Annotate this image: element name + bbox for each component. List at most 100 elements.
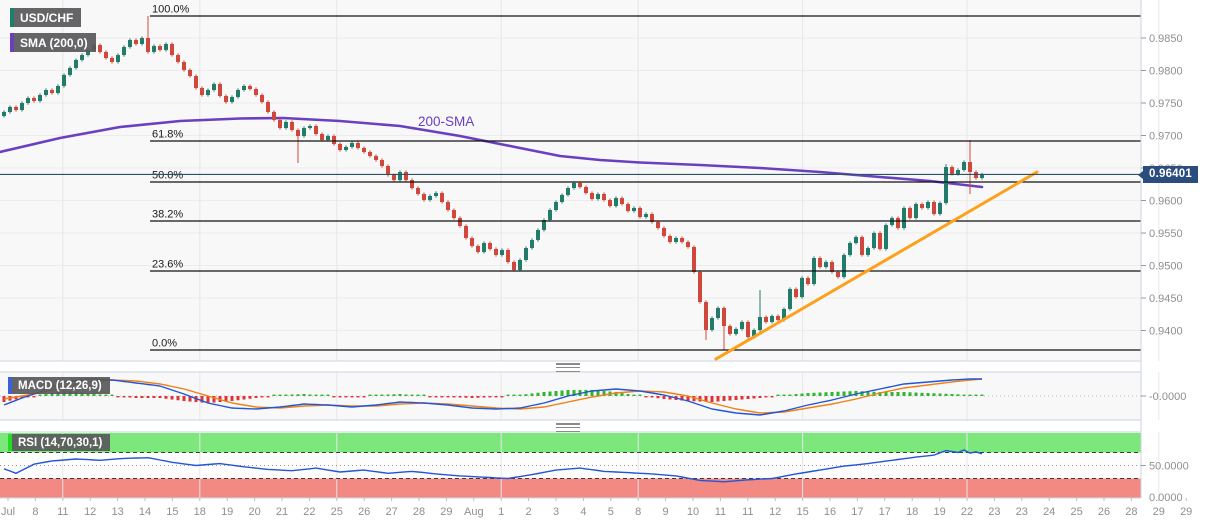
candle-body (14, 106, 18, 111)
candle-body (872, 233, 876, 249)
macd-histogram-bar (866, 391, 870, 396)
macd-histogram-bar (776, 394, 780, 396)
macd-histogram-bar (806, 393, 810, 396)
rsi-line (3, 449, 983, 483)
fib-label: 50.0% (152, 169, 183, 181)
candle-body (932, 201, 936, 215)
macd-histogram-bar (38, 394, 42, 396)
symbol-accent-bar (10, 8, 14, 27)
candle-body (584, 186, 588, 194)
candle-body (596, 194, 600, 200)
candle-body (158, 45, 162, 51)
time-tick-label: 29 (1180, 506, 1192, 518)
macd-histogram-bar (200, 396, 204, 403)
time-tick-label: 12 (769, 506, 781, 518)
macd-histogram-bar (596, 390, 600, 396)
macd-histogram-bar (446, 396, 450, 398)
candle-body (842, 254, 846, 278)
time-axis[interactable]: Jul 8 11 12 13 14 15 18 19 20 21 22 25 26 27 28 29 Aug 1 2 3… (1, 498, 1192, 518)
rsi-legend[interactable]: RSI (14,70,30,1) (8, 434, 111, 451)
time-tick-label: 27 (385, 506, 397, 518)
candle-body (944, 167, 948, 203)
price-tick-label: 0.9800 (1149, 66, 1183, 78)
main-panel-bg (0, 0, 1141, 361)
macd-histogram-bar (116, 396, 120, 398)
time-tick-label: Aug (464, 506, 484, 518)
candle-body (776, 316, 780, 320)
macd-legend[interactable]: MACD (12,26,9) (8, 377, 110, 394)
candle-body (572, 183, 576, 189)
rsi-overbought-zone (0, 433, 1141, 453)
macd-histogram-bar (164, 396, 168, 399)
macd-histogram-bar (560, 390, 564, 396)
macd-panel (0, 378, 1141, 416)
macd-histogram-bar (950, 394, 954, 396)
macd-accent-bar (8, 377, 12, 394)
candle-body (548, 209, 552, 220)
candle-body (176, 55, 180, 62)
candle-body (908, 207, 912, 218)
candle-body (644, 214, 648, 218)
macd-histogram-bar (770, 396, 774, 398)
candle-body (116, 55, 120, 62)
macd-histogram-bar (740, 396, 744, 400)
candle-body (602, 194, 606, 200)
time-tick-label: 15 (166, 506, 178, 518)
candle-body (956, 170, 960, 174)
candle-body (452, 209, 456, 218)
macd-histogram-bar (656, 396, 660, 399)
fib-label: 23.6% (152, 259, 183, 271)
time-tick-label: 11 (57, 506, 68, 518)
macd-histogram-bar (500, 396, 504, 398)
candle-body (854, 237, 858, 244)
ascending-trendline[interactable] (714, 170, 1039, 361)
candle-body (122, 46, 126, 56)
macd-histogram-bar (614, 392, 618, 396)
macd-histogram-bar (80, 392, 84, 396)
sma-legend[interactable]: SMA (200,0) (10, 33, 96, 52)
candle-body (848, 243, 852, 255)
panel-resize-handle-rsi[interactable] (556, 423, 580, 432)
candle-body (788, 289, 792, 309)
macd-histogram-bar (506, 394, 510, 396)
time-tick-label: 24 (1043, 506, 1055, 518)
macd-histogram-bar (206, 396, 210, 404)
macd-histogram-bar (830, 392, 834, 396)
macd-histogram-bar (158, 396, 162, 398)
macd-histogram-bar (836, 391, 840, 396)
macd-histogram-bar (638, 394, 642, 396)
symbol-legend[interactable]: USD/CHF (10, 8, 82, 27)
time-tick-label: 5 (608, 506, 614, 518)
candle-body (104, 51, 108, 59)
current-price-tag: 0.96401 (1138, 166, 1198, 183)
candle-body (704, 302, 708, 330)
macd-histogram-bar (752, 396, 756, 399)
candle-body (500, 250, 504, 255)
candle-body (218, 84, 222, 96)
candle-body (416, 188, 420, 194)
macd-histogram-bar (668, 396, 672, 400)
time-tick-label: 11 (715, 506, 726, 518)
macd-histogram-bar (800, 393, 804, 396)
macd-histogram-bar (566, 390, 570, 396)
candle-body (674, 238, 678, 242)
candles-layer (2, 16, 984, 350)
time-tick-label: 18 (906, 506, 918, 518)
candle-body (662, 227, 666, 236)
time-tick-label: 1 (498, 506, 504, 518)
candle-body (290, 121, 294, 130)
candle-body (266, 102, 270, 112)
candle-body (128, 40, 132, 47)
price-tick-label: 0.9400 (1149, 326, 1183, 338)
candle-body (824, 261, 828, 267)
panel-resize-handle-macd[interactable] (556, 363, 580, 372)
time-tick-label: 22 (961, 506, 973, 518)
time-tick-label: 25 (1070, 506, 1082, 518)
macd-histogram-bar (224, 396, 228, 402)
time-tick-label: 19 (221, 506, 233, 518)
macd-histogram-bar (290, 394, 294, 396)
candle-body (260, 95, 264, 103)
candle-body (98, 45, 102, 52)
candle-body (800, 277, 804, 298)
